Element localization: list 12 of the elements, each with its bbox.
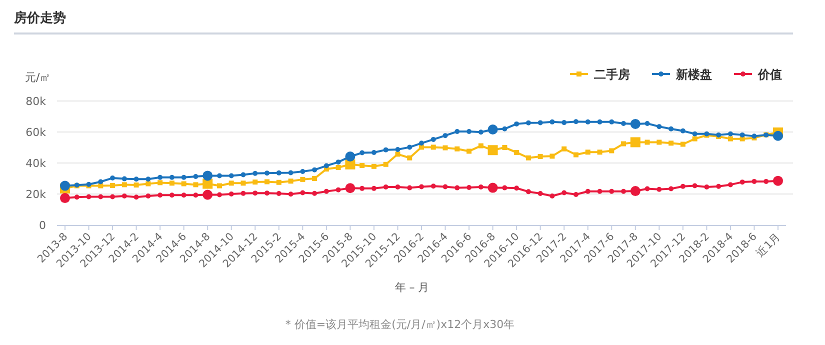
legend-label: 二手房 (594, 68, 630, 82)
y-tick-label: 40k (26, 157, 47, 170)
y-tick-label: 80k (26, 95, 47, 108)
x-axis-title: 年 – 月 (394, 281, 430, 294)
legend-label: 价值 (757, 68, 782, 82)
y-tick-label: 0 (39, 219, 46, 232)
legend-label: 新楼盘 (675, 68, 712, 82)
y-axis-title: 元/㎡ (25, 71, 51, 84)
chart-title: 房价走势 (13, 10, 66, 26)
y-tick-label: 20k (26, 188, 47, 201)
y-tick-label: 60k (26, 126, 47, 139)
text: * 价值=该月平均租金(元/月/㎡)x12个月x30年 (285, 318, 515, 331)
